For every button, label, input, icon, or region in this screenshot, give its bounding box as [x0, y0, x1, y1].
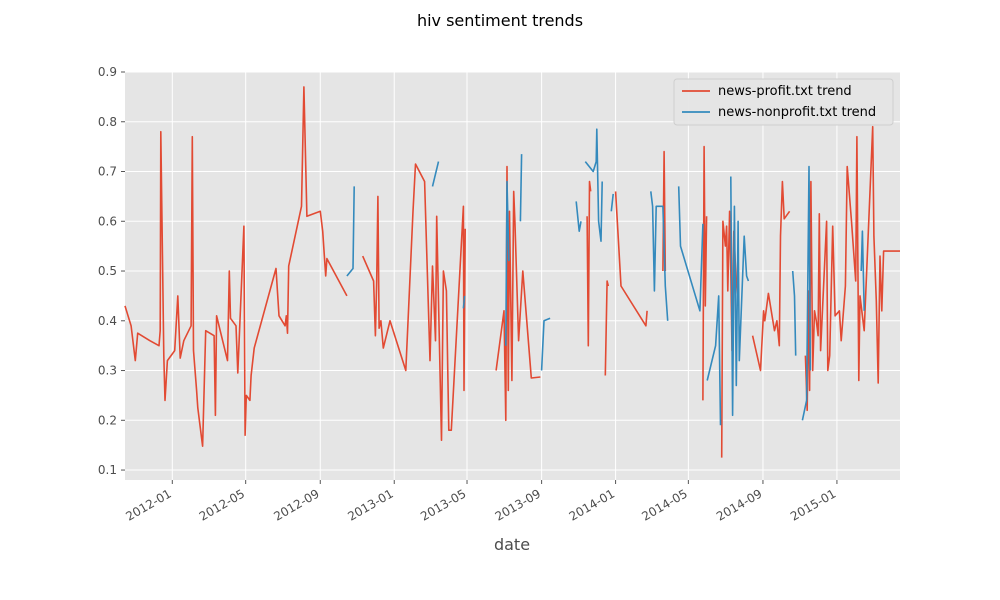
series-1-line-segment — [604, 280, 610, 376]
x-axis-ticks: 2012-01 2012-05 2012-09 2013-01 2013-05 2013-… — [123, 480, 838, 524]
series-1-line-segment — [361, 163, 466, 441]
series-1 — [124, 86, 900, 458]
series-1-line-segment — [586, 180, 592, 347]
series-1-line-segment — [702, 145, 708, 401]
y-tick-label: 0.3 — [98, 364, 117, 378]
x-tick-label: 2014-09 — [714, 486, 764, 523]
x-tick-label: 2012-09 — [271, 486, 321, 523]
series-1-line-segment — [124, 86, 348, 447]
y-tick-label: 0.8 — [98, 115, 117, 129]
y-axis-ticks: 0.1 0.2 0.3 0.4 0.5 0.6 0.7 0.8 0.9 — [98, 65, 125, 477]
series-2-line-segment — [730, 176, 750, 417]
x-tick-label: 2012-01 — [123, 486, 173, 523]
series-lines — [124, 86, 900, 458]
series-2-line-segment — [677, 186, 704, 312]
x-tick-label: 2013-09 — [493, 486, 543, 523]
legend-box — [673, 78, 894, 126]
y-tick-label: 0.7 — [98, 165, 117, 179]
series-2-line-segment — [346, 186, 355, 277]
y-tick-label: 0.1 — [98, 463, 117, 477]
series-2-line-segment — [505, 180, 510, 346]
chart-title: hiv sentiment trends — [417, 11, 583, 30]
series-2-line-segment — [860, 230, 865, 311]
series-2-line-segment — [462, 295, 466, 309]
y-tick-label: 0.4 — [98, 314, 117, 328]
series-1-line-segment — [804, 125, 900, 412]
legend-entry-label: news-profit.txt trend — [718, 84, 852, 99]
series-2 — [346, 128, 865, 426]
series-2-line-segment — [540, 317, 551, 371]
series-2-line-segment — [791, 270, 797, 356]
series-2-line-segment — [706, 295, 722, 426]
x-tick-label: 2014-05 — [639, 486, 689, 523]
series-2-line-segment — [519, 154, 523, 222]
x-tick-label: 2013-05 — [418, 486, 468, 523]
x-tick-label: 2014-01 — [567, 486, 617, 523]
x-tick-label: 2012-05 — [197, 486, 247, 523]
series-2-line-segment — [610, 193, 614, 212]
series-1-line-segment — [614, 191, 648, 327]
y-tick-label: 0.9 — [98, 65, 117, 79]
series-1-line-segment — [751, 180, 791, 372]
legend-entry-label: news-nonprofit.txt trend — [718, 105, 876, 120]
x-tick-label: 2013-01 — [345, 486, 395, 523]
series-2-line-segment — [584, 128, 603, 242]
series-2-line-segment — [431, 161, 440, 187]
series-2-line-segment — [575, 201, 582, 232]
x-tick-label: 2015-01 — [788, 486, 838, 523]
series-2-line-segment — [650, 191, 669, 321]
y-tick-label: 0.6 — [98, 214, 117, 228]
y-tick-label: 0.2 — [98, 413, 117, 427]
series-2-line-segment — [801, 165, 812, 421]
legend: news-profit.txt trend news-nonprofit.txt … — [673, 78, 894, 126]
x-axis-label: date — [494, 535, 530, 554]
series-1-line-segment — [495, 165, 541, 422]
y-tick-label: 0.5 — [98, 264, 117, 278]
